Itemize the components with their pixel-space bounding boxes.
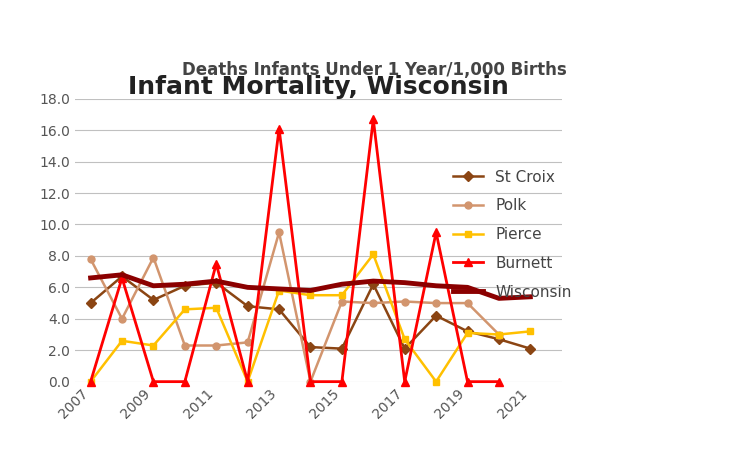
St Croix [337,346,346,351]
Line: Polk: Polk [87,229,503,385]
Burnett [306,379,315,384]
St Croix [275,307,284,312]
Wisconsin [400,280,409,286]
Wisconsin [181,282,189,287]
Pierce [526,329,535,334]
Pierce [463,330,472,336]
Pierce [275,288,284,293]
St Croix [306,344,315,350]
Wisconsin [494,296,503,301]
Polk [275,230,284,235]
Burnett [118,275,127,281]
Wisconsin [337,282,346,287]
Wisconsin [118,272,127,277]
St Croix [494,337,503,342]
Polk [86,256,95,262]
Pierce [149,343,158,348]
St Croix [243,304,252,309]
Burnett [181,379,189,384]
Burnett [212,261,221,267]
Burnett [431,230,440,235]
Polk [118,316,127,321]
Polk [337,299,346,304]
Polk [400,299,409,304]
Line: Pierce: Pierce [87,251,534,385]
Burnett [369,116,377,122]
Polk [494,332,503,337]
Burnett [243,379,252,384]
Pierce [243,379,252,384]
Polk [463,300,472,306]
St Croix [181,283,189,289]
Wisconsin [463,285,472,290]
St Croix [369,282,377,287]
St Croix [463,329,472,334]
Line: St Croix: St Croix [87,273,534,352]
Wisconsin [369,278,377,284]
Pierce [86,379,95,384]
Wisconsin [243,285,252,290]
Burnett [149,379,158,384]
Polk [243,339,252,345]
Burnett [86,379,95,384]
Polk [306,379,315,384]
Burnett [337,379,346,384]
St Croix [212,280,221,286]
Pierce [118,338,127,343]
Title: Infant Mortality, Wisconsin: Infant Mortality, Wisconsin [128,75,509,99]
Wisconsin [526,294,535,299]
Burnett [463,379,472,384]
Burnett [400,379,409,384]
Wisconsin [275,286,284,292]
Wisconsin [306,288,315,293]
St Croix [118,273,127,279]
St Croix [86,300,95,306]
Legend: St Croix, Polk, Pierce, Burnett, Wisconsin: St Croix, Polk, Pierce, Burnett, Wiscons… [452,170,571,299]
Wisconsin [431,283,440,289]
Burnett [275,126,284,131]
Pierce [212,305,221,311]
Pierce [400,337,409,342]
Text: Deaths Infants Under 1 Year/1,000 Births: Deaths Infants Under 1 Year/1,000 Births [182,61,567,79]
St Croix [526,346,535,351]
St Croix [149,297,158,303]
Wisconsin [86,275,95,281]
Pierce [431,379,440,384]
Polk [369,300,377,306]
Polk [149,255,158,260]
Pierce [494,332,503,337]
Polk [431,300,440,306]
Pierce [181,307,189,312]
Pierce [306,293,315,298]
Pierce [369,251,377,257]
Burnett [494,379,503,384]
Wisconsin [212,278,221,284]
St Croix [431,313,440,318]
Pierce [337,293,346,298]
Line: Burnett: Burnett [86,115,503,386]
Wisconsin [149,283,158,289]
St Croix [400,346,409,351]
Polk [181,343,189,348]
Polk [212,343,221,348]
Line: Wisconsin: Wisconsin [91,275,530,299]
